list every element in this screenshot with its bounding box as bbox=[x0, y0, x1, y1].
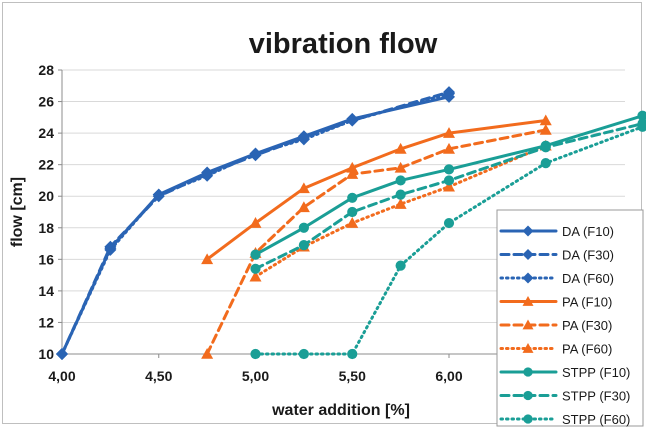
y-tick-label: 18 bbox=[38, 220, 54, 236]
legend-entry: DA (F60) bbox=[499, 271, 614, 286]
x-tick-label: 4,00 bbox=[48, 368, 75, 384]
data-point bbox=[298, 222, 309, 233]
data-point bbox=[540, 157, 551, 169]
data-point bbox=[394, 142, 407, 154]
data-point bbox=[298, 348, 309, 360]
series-6 bbox=[250, 110, 646, 260]
legend-marker bbox=[522, 296, 534, 306]
legend-marker bbox=[522, 343, 534, 353]
data-point bbox=[443, 180, 455, 192]
data-point bbox=[395, 260, 406, 271]
data-point bbox=[201, 253, 214, 265]
x-axis-label: water addition [%] bbox=[271, 402, 410, 419]
y-tick-label: 26 bbox=[38, 94, 54, 110]
legend-label: PA (F10) bbox=[562, 295, 612, 310]
series-line bbox=[60, 95, 451, 356]
legend-marker bbox=[523, 414, 533, 424]
data-point bbox=[201, 348, 214, 359]
data-point bbox=[249, 147, 262, 160]
chart-title: vibration flow bbox=[249, 28, 438, 60]
data-point bbox=[249, 217, 262, 228]
data-point bbox=[394, 198, 407, 209]
data-point bbox=[395, 175, 406, 186]
data-point bbox=[347, 348, 358, 360]
legend-label: STPP (F30) bbox=[562, 389, 630, 404]
legend-label: STPP (F10) bbox=[562, 365, 630, 380]
series-group bbox=[56, 86, 646, 360]
y-tick-label: 16 bbox=[38, 251, 54, 267]
data-point bbox=[637, 118, 646, 129]
data-point bbox=[250, 263, 261, 274]
legend-box bbox=[496, 209, 644, 427]
data-point bbox=[443, 217, 455, 229]
data-point bbox=[249, 270, 262, 282]
y-tick-label: 28 bbox=[38, 62, 54, 78]
data-point bbox=[56, 348, 68, 360]
y-tick-label: 24 bbox=[38, 125, 54, 141]
data-point bbox=[443, 164, 455, 175]
data-point bbox=[346, 161, 359, 173]
legend-marker bbox=[522, 225, 534, 237]
data-point bbox=[347, 206, 358, 218]
legend-marker bbox=[523, 367, 533, 377]
legend-marker bbox=[522, 272, 534, 284]
data-point bbox=[297, 130, 310, 143]
legend-marker bbox=[523, 390, 533, 401]
series-0 bbox=[56, 90, 455, 360]
series-8 bbox=[250, 121, 646, 360]
y-tick-label: 20 bbox=[38, 188, 54, 204]
data-point bbox=[395, 189, 406, 200]
series-3 bbox=[201, 114, 552, 265]
x-tick-label: 4,50 bbox=[145, 368, 172, 384]
legend-label: DA (F10) bbox=[562, 224, 614, 239]
data-point bbox=[346, 217, 359, 228]
data-point bbox=[637, 110, 646, 121]
data-point bbox=[250, 348, 261, 360]
data-point bbox=[539, 114, 552, 126]
legend-marker bbox=[522, 319, 534, 330]
data-point bbox=[297, 201, 310, 213]
data-point bbox=[540, 140, 551, 151]
data-point bbox=[297, 182, 310, 194]
data-point bbox=[346, 168, 359, 179]
data-point bbox=[443, 142, 455, 154]
legend: DA (F10) DA (F30) DA (F60) PA (F10) PA (F30)… bbox=[496, 209, 644, 427]
series-line bbox=[254, 144, 548, 279]
y-tick-label: 22 bbox=[38, 157, 54, 173]
x-tick-label: 6,00 bbox=[435, 368, 462, 384]
legend-label: PA (F60) bbox=[562, 342, 612, 357]
legend-entry: DA (F10) bbox=[499, 224, 614, 239]
data-point bbox=[347, 192, 358, 203]
data-point bbox=[443, 90, 455, 103]
legend-entry: PA (F60) bbox=[499, 342, 612, 357]
data-point bbox=[394, 161, 407, 173]
legend-entry: DA (F30) bbox=[499, 248, 614, 263]
legend-marker bbox=[522, 249, 534, 260]
data-point bbox=[443, 175, 455, 186]
legend-label: DA (F30) bbox=[562, 248, 614, 263]
legend-label: DA (F60) bbox=[562, 271, 614, 286]
data-point bbox=[346, 112, 359, 125]
y-tick-label: 10 bbox=[38, 346, 54, 362]
legend-label: STPP (F60) bbox=[562, 412, 630, 427]
data-point bbox=[104, 242, 117, 255]
legend-entry: PA (F10) bbox=[499, 295, 612, 310]
data-point bbox=[443, 127, 455, 138]
x-tick-label: 5,00 bbox=[242, 368, 269, 384]
data-point bbox=[539, 123, 552, 135]
legend-entry: STPP (F10) bbox=[499, 365, 630, 380]
x-tick-label: 5,50 bbox=[339, 368, 366, 384]
y-axis-label: flow [cm] bbox=[9, 177, 26, 247]
legend-label: PA (F30) bbox=[562, 318, 612, 333]
legend-entry: STPP (F30) bbox=[499, 389, 630, 404]
legend-entry: PA (F30) bbox=[499, 318, 612, 333]
y-tick-label: 12 bbox=[38, 314, 54, 330]
data-point bbox=[298, 240, 309, 251]
data-point bbox=[250, 249, 261, 260]
data-point bbox=[152, 188, 165, 201]
legend-entry: STPP (F60) bbox=[499, 412, 630, 427]
data-point bbox=[201, 166, 214, 179]
y-tick-label: 14 bbox=[38, 283, 54, 299]
